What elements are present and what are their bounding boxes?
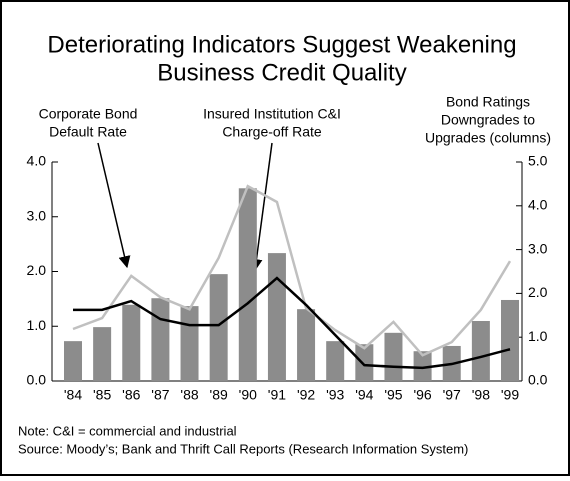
bar <box>297 309 316 381</box>
y2-tick-label: 3.0 <box>528 240 548 256</box>
annotation: Insured Institution C&I <box>203 106 341 122</box>
bar <box>267 253 286 381</box>
x-tick-label: '98 <box>472 387 490 403</box>
annotation: Upgrades (columns) <box>425 130 551 146</box>
y2-tick-label: 2.0 <box>528 284 548 300</box>
y-tick-label: 3.0 <box>27 207 47 223</box>
x-tick-label: '95 <box>384 387 402 403</box>
y2-tick-label: 4.0 <box>528 197 548 213</box>
arrow <box>250 142 273 272</box>
bar <box>93 327 112 381</box>
line <box>73 276 511 370</box>
x-tick-label: '91 <box>268 387 286 403</box>
y2-tick-label: 5.0 <box>528 153 548 169</box>
bar <box>209 274 228 381</box>
bar <box>471 320 490 381</box>
x-tick-label: '90 <box>239 387 257 403</box>
arrow <box>97 142 131 269</box>
y2-tick-label: 1.0 <box>528 328 548 344</box>
bar <box>355 344 374 381</box>
bar <box>384 332 403 381</box>
x-tick-label: '99 <box>501 387 519 403</box>
annotation: Downgrades to <box>441 112 535 128</box>
y-tick-label: 4.0 <box>27 153 47 169</box>
y-tick-label: 0.0 <box>27 372 47 388</box>
y2-tick-label: 0.0 <box>528 372 548 388</box>
x-tick-label: '88 <box>180 387 198 403</box>
y-tick-label: 2.0 <box>27 262 47 278</box>
note: Source: Moody’s; Bank and Thrift Call Re… <box>18 441 468 456</box>
x-tick-label: '97 <box>443 387 461 403</box>
x-tick-label: '96 <box>413 387 431 403</box>
x-tick-label: '89 <box>210 387 228 403</box>
bar <box>122 304 141 381</box>
annotation: Corporate Bond <box>39 106 138 122</box>
x-tick-label: '94 <box>355 387 373 403</box>
bar <box>180 306 199 381</box>
x-tick-label: '86 <box>122 387 140 403</box>
x-tick-label: '92 <box>297 387 315 403</box>
bar <box>326 341 345 381</box>
chart-title: Business Credit Quality <box>157 59 406 86</box>
bar <box>238 188 257 381</box>
chart-title: Deteriorating Indicators Suggest Weakeni… <box>47 31 516 58</box>
line <box>72 184 512 357</box>
bar <box>413 351 432 381</box>
annotation: Charge-off Rate <box>222 124 322 140</box>
y-tick-label: 1.0 <box>27 317 47 333</box>
note: Note: C&I = commercial and industrial <box>18 423 237 438</box>
x-tick-label: '84 <box>64 387 82 403</box>
annotation: Bond Ratings <box>446 94 530 110</box>
bar <box>64 341 82 381</box>
x-tick-label: '85 <box>93 387 111 403</box>
annotation: Default Rate <box>49 124 127 140</box>
x-tick-label: '93 <box>326 387 344 403</box>
bar <box>501 299 519 381</box>
x-tick-label: '87 <box>151 387 169 403</box>
bar <box>151 298 170 381</box>
